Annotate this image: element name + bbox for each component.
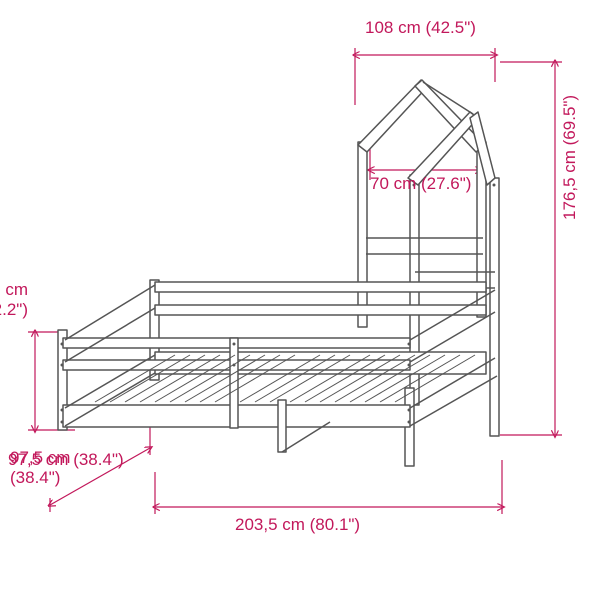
dimension-diagram <box>0 0 600 600</box>
product-drawing <box>58 80 499 466</box>
dim-rail-height: 56,5 cm(22.2") <box>0 280 28 320</box>
dim-roof-width: 108 cm (42.5") <box>365 18 476 38</box>
dim-depth-2: 97,5 cm(38.4") <box>10 448 70 488</box>
bed-frame <box>58 184 497 467</box>
dim-total-height: 176,5 cm (69.5") <box>560 95 580 220</box>
dim-length: 203,5 cm (80.1") <box>235 515 360 535</box>
dim-inner-width: 70 cm (27.6") <box>370 174 471 194</box>
